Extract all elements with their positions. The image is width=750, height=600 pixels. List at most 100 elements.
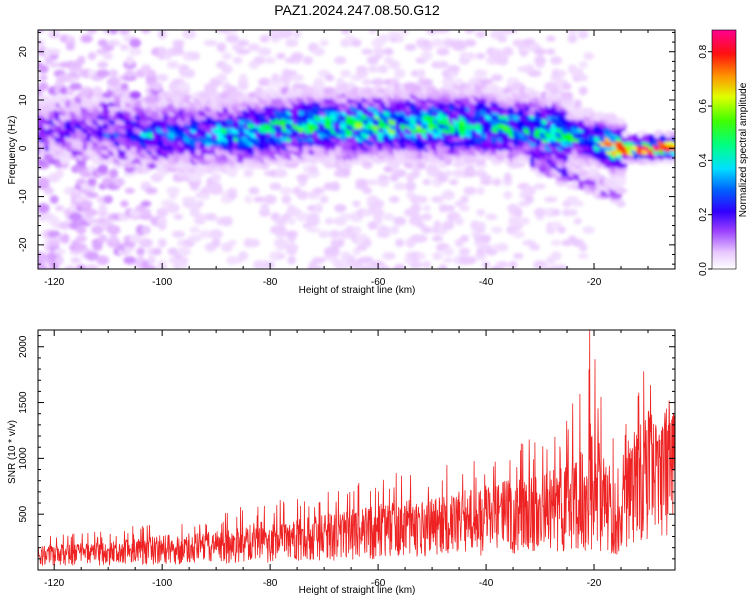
heatmap-cell xyxy=(106,225,121,235)
heatmap-cell xyxy=(209,182,223,191)
heatmap-cell xyxy=(139,238,153,248)
heatmap-cell xyxy=(136,247,145,256)
heatmap-cell xyxy=(172,39,185,47)
heatmap-cell xyxy=(146,265,157,269)
heatmap-cell xyxy=(371,78,385,86)
heatmap-cell xyxy=(38,264,49,269)
heatmap-cell xyxy=(464,30,476,34)
heatmap-cell xyxy=(38,94,51,105)
heatmap-cell xyxy=(514,207,523,218)
spectrogram-x-tick-label: -40 xyxy=(479,277,494,288)
heatmap-cell xyxy=(480,179,493,186)
spectrogram-y-tick-label: 0 xyxy=(18,145,29,151)
heatmap-cell xyxy=(561,239,573,247)
heatmap-cell xyxy=(65,35,75,42)
heatmap-cell xyxy=(442,247,455,256)
heatmap-cell xyxy=(513,252,524,260)
heatmap-cell xyxy=(166,186,180,195)
heatmap-cell xyxy=(443,170,453,177)
heatmap-cell xyxy=(392,169,407,178)
heatmap-cell xyxy=(65,39,76,47)
snr-y-tick-label: 1500 xyxy=(18,391,29,414)
heatmap-cell xyxy=(447,64,461,74)
heatmap-cell xyxy=(573,99,582,109)
heatmap-cell xyxy=(302,56,314,65)
heatmap-cell xyxy=(141,225,151,235)
heatmap-cell xyxy=(189,51,201,61)
heatmap-cell xyxy=(567,34,578,44)
heatmap-cell xyxy=(533,207,547,218)
heatmap-cell xyxy=(555,264,568,269)
heatmap-cell xyxy=(70,257,81,264)
heatmap-cell xyxy=(271,73,280,83)
heatmap-cell xyxy=(409,260,423,269)
heatmap-cell xyxy=(503,190,513,200)
heatmap-cell xyxy=(275,225,287,235)
heatmap-cell xyxy=(502,46,514,57)
heatmap-cell xyxy=(129,91,141,100)
snr-ticks: -120 -100 -80 -60 -40 -20 500 1000 1500 2000 xyxy=(18,330,676,589)
heatmap-cell xyxy=(362,160,373,169)
heatmap-cell xyxy=(103,195,113,204)
heatmap-cell xyxy=(295,212,310,222)
heatmap-cell xyxy=(567,209,578,216)
heatmap-cell xyxy=(382,251,396,261)
heatmap-cell xyxy=(421,226,433,234)
heatmap-cell xyxy=(98,234,108,243)
heatmap-cell xyxy=(80,34,93,43)
heatmap-cell xyxy=(259,34,270,43)
colorbar-ticks: 0.0 0.2 0.4 0.6 0.8 xyxy=(698,44,712,276)
heatmap-cell xyxy=(285,38,299,48)
heatmap-cell xyxy=(38,177,50,188)
heatmap-cell xyxy=(258,77,272,87)
heatmap-cell xyxy=(577,253,589,259)
spectrogram-x-tick-label: -120 xyxy=(44,277,64,288)
heatmap-cell xyxy=(436,47,450,56)
spectrogram-y-tick-label: -20 xyxy=(18,237,29,252)
heatmap-cell xyxy=(257,47,272,57)
heatmap-cell xyxy=(313,265,324,269)
heatmap-cell xyxy=(544,196,558,203)
heatmap-cell xyxy=(334,56,347,65)
heatmap-cells xyxy=(38,30,675,269)
heatmap-cell xyxy=(324,217,335,225)
snr-y-tick-label: 1000 xyxy=(18,447,29,470)
heatmap-cell xyxy=(85,264,99,269)
heatmap-cell xyxy=(497,35,507,43)
heatmap-cell xyxy=(150,82,163,91)
heatmap-cell xyxy=(539,264,552,269)
heatmap-cell xyxy=(55,168,64,179)
heatmap-cell xyxy=(452,43,467,51)
heatmap-cell xyxy=(491,74,503,82)
heatmap-cell xyxy=(422,205,431,212)
heatmap-cell xyxy=(38,82,49,91)
heatmap-cell xyxy=(571,200,584,207)
heatmap-cell xyxy=(395,34,404,43)
heatmap-cell xyxy=(85,251,99,261)
colorbar-tick-label: 0.2 xyxy=(698,207,709,221)
heatmap-cell xyxy=(476,52,486,60)
heatmap-cell xyxy=(48,61,60,68)
heatmap-cell xyxy=(109,234,118,243)
heatmap-cell xyxy=(577,169,589,178)
heatmap-cell xyxy=(431,195,444,204)
heatmap-cell xyxy=(336,238,345,248)
heatmap-cell xyxy=(147,255,156,265)
heatmap-cell xyxy=(59,221,71,230)
heatmap-cell xyxy=(577,30,589,39)
snr-x-tick-label: -100 xyxy=(152,578,172,589)
heatmap-cell xyxy=(481,234,492,244)
heatmap-cell xyxy=(416,68,426,79)
heatmap-cell xyxy=(38,39,45,47)
heatmap-cell xyxy=(368,30,377,34)
heatmap-cell xyxy=(517,217,530,225)
heatmap-cell xyxy=(533,48,547,56)
heatmap-cell xyxy=(95,69,110,78)
heatmap-cell xyxy=(189,226,200,234)
heatmap-cell xyxy=(432,251,443,261)
colorbar-tick-label: 0.6 xyxy=(698,99,709,113)
snr-x-tick-label: -40 xyxy=(479,578,494,589)
heatmap-cell xyxy=(430,38,445,48)
heatmap-cell xyxy=(75,234,87,243)
